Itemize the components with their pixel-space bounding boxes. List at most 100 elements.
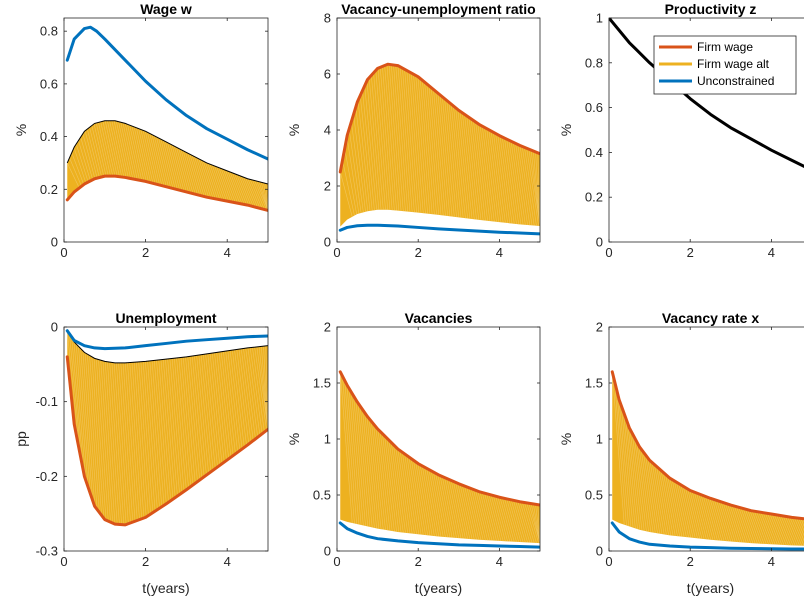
y-tick-label: 0.2: [585, 190, 603, 205]
x-axis-label: t(years): [142, 580, 189, 596]
y-tick-label: 0.8: [585, 55, 603, 70]
x-tick-label: 4: [768, 554, 775, 569]
y-tick-label: 8: [324, 11, 331, 26]
y-tick-label: 1.5: [313, 376, 331, 391]
series-line: [65, 25, 268, 161]
x-tick-label: 2: [142, 245, 149, 260]
y-tick-label: -0.1: [36, 394, 58, 409]
band-hatching: [339, 371, 540, 544]
y-tick-label: 0.6: [585, 100, 603, 115]
y-tick-label: 0: [596, 235, 603, 250]
plot-content: [65, 25, 268, 212]
x-tick-label: 0: [333, 245, 340, 260]
band-upper-edge: [66, 330, 268, 364]
panel-title: Wage w: [140, 1, 192, 17]
series-line: [338, 370, 540, 507]
series-line: [610, 370, 804, 521]
y-tick-label: 4: [324, 123, 331, 138]
legend-label: Firm wage alt: [697, 57, 770, 71]
legend: Firm wage Firm wage alt Unconstrained: [653, 35, 797, 95]
y-axis-label: pp: [13, 431, 29, 447]
y-tick-label: 1: [596, 11, 603, 26]
panel-title: Vacancy-unemployment ratio: [341, 1, 536, 17]
y-tick-label: 0: [324, 235, 331, 250]
band-upper-edge: [66, 120, 268, 185]
series-line: [609, 18, 804, 169]
series-line: [338, 223, 540, 236]
band-hatching: [611, 371, 804, 546]
x-tick-label: 4: [224, 554, 231, 569]
y-tick-label: 0.5: [313, 488, 331, 503]
legend-label: Unconstrained: [697, 74, 774, 88]
band-hatching: [339, 64, 540, 227]
plot-content: [338, 62, 540, 236]
y-axis-label: %: [558, 124, 574, 136]
y-axis-label: %: [286, 433, 302, 445]
panel: 0 2 4 -0.3 -0.2 -0.1 0 Unemployment pp t(years): [13, 310, 269, 596]
x-tick-label: 0: [605, 245, 612, 260]
y-axis-label: %: [558, 433, 574, 445]
axes-box: [608, 17, 804, 243]
y-tick-label: 0.4: [585, 145, 603, 160]
y-axis-label: %: [13, 124, 29, 136]
series-line: [338, 62, 540, 174]
x-tick-label: 2: [415, 245, 422, 260]
y-tick-label: 0: [596, 544, 603, 559]
panel: 0 2 4 0 0.2 0.4 0.6 0.8 1 Productivity z% Firm wag…: [558, 1, 804, 260]
y-tick-label: 1.5: [585, 376, 603, 391]
y-tick-label: 0: [51, 235, 58, 250]
x-tick-label: 4: [496, 554, 503, 569]
series-line: [65, 355, 268, 527]
band-hatching: [66, 330, 268, 525]
x-tick-label: 4: [224, 245, 231, 260]
plot-content: [609, 18, 804, 169]
axes-box: [63, 326, 269, 552]
y-tick-label: 0.8: [40, 24, 58, 39]
plot-content: [65, 329, 268, 527]
x-tick-label: 4: [768, 245, 775, 260]
series-line: [338, 521, 540, 549]
x-tick-label: 2: [687, 245, 694, 260]
y-tick-label: 0.2: [40, 182, 58, 197]
y-tick-label: 0: [324, 544, 331, 559]
x-tick-label: 2: [687, 554, 694, 569]
y-tick-label: 0: [51, 320, 58, 335]
x-tick-label: 2: [415, 554, 422, 569]
legend-label: Firm wage: [697, 40, 753, 54]
series-line: [65, 329, 268, 351]
axes-box: [63, 17, 269, 243]
series-line: [65, 174, 268, 212]
panel: 0 2 4 0 0.5 1 1.5 2 Vacancies% t(years): [286, 310, 541, 596]
panel: 0 2 4 0 0.2 0.4 0.6 0.8 Wage w%: [13, 1, 269, 260]
band-fill: [612, 371, 804, 546]
panel: 0 2 4 0 2 4 6 8 Vacancy-unemployment ratio%: [286, 1, 541, 260]
x-tick-label: 0: [605, 554, 612, 569]
y-tick-label: 2: [324, 179, 331, 194]
x-tick-label: 0: [333, 554, 340, 569]
x-axis-label: t(years): [415, 580, 462, 596]
x-tick-label: 0: [60, 245, 67, 260]
y-tick-label: 6: [324, 67, 331, 82]
y-tick-label: 2: [596, 320, 603, 335]
plot-content: [338, 370, 540, 549]
y-tick-label: 0.4: [40, 129, 58, 144]
panel-title: Vacancy rate x: [662, 310, 760, 326]
band-fill: [340, 371, 540, 544]
panel: 0 2 4 0 0.5 1 1.5 2 Vacancy rate x% t(years): [558, 310, 804, 596]
x-tick-label: 0: [60, 554, 67, 569]
panel-title: Unemployment: [115, 310, 216, 326]
x-axis-label: t(years): [687, 580, 734, 596]
band-hatching: [66, 120, 268, 211]
y-tick-label: 1: [324, 432, 331, 447]
panel-title: Vacancies: [405, 310, 473, 326]
y-tick-label: 0.6: [40, 76, 58, 91]
y-axis-label: %: [286, 124, 302, 136]
y-tick-label: 1: [596, 432, 603, 447]
panel-title: Productivity z: [665, 1, 757, 17]
y-tick-label: 0.5: [585, 488, 603, 503]
y-tick-label: -0.3: [36, 544, 58, 559]
x-tick-label: 4: [496, 245, 503, 260]
y-tick-label: 2: [324, 320, 331, 335]
y-tick-label: -0.2: [36, 469, 58, 484]
